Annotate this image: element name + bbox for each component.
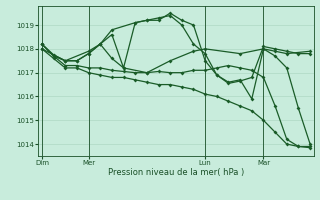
X-axis label: Pression niveau de la mer( hPa ): Pression niveau de la mer( hPa ) [108, 168, 244, 177]
